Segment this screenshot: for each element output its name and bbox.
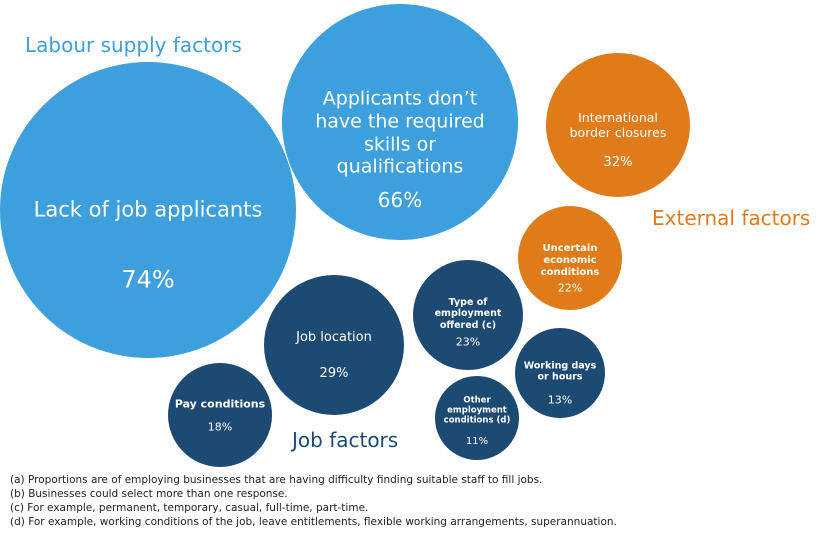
bubble: [435, 376, 519, 460]
bubble-label: Job location: [296, 330, 372, 346]
bubble-value: 74%: [121, 265, 175, 294]
bubble-label: Working days or hours: [523, 360, 597, 383]
group-title: Labour supply factors: [25, 33, 242, 57]
bubble: [168, 363, 272, 467]
bubble-label: Lack of job applicants: [33, 197, 263, 222]
bubble-label: International border closures: [569, 110, 667, 140]
bubble-value: 29%: [319, 366, 349, 382]
bubble-value: 11%: [465, 436, 489, 447]
bubble-label: Uncertain economic conditions: [540, 243, 600, 278]
bubble: [518, 206, 622, 310]
bubble-value: 18%: [207, 420, 233, 434]
bubble: [546, 53, 690, 197]
group-title: External factors: [652, 206, 811, 230]
bubble-value: 13%: [547, 393, 573, 407]
bubble-label: Type of employment offered (c): [434, 296, 502, 331]
footnote: (c) For example, permanent, temporary, c…: [10, 502, 369, 514]
bubble: [0, 62, 296, 358]
footnote: (b) Businesses could select more than on…: [10, 488, 288, 500]
bubble-value: 66%: [377, 188, 423, 212]
footnote: (a) Proportions are of employing busines…: [10, 474, 543, 486]
bubble-label: Applicants don’t have the required skill…: [315, 87, 485, 178]
group-title: Job factors: [292, 428, 399, 452]
bubble-label: Pay conditions: [174, 397, 266, 411]
footnote: (d) For example, working conditions of t…: [10, 516, 617, 528]
bubble: [413, 260, 523, 370]
bubble-label: Other employment conditions (d): [443, 395, 511, 427]
bubble: [515, 328, 605, 418]
bubble: [264, 275, 404, 415]
bubble-value: 23%: [455, 335, 481, 349]
bubble-value: 32%: [603, 155, 633, 171]
bubble-value: 22%: [557, 281, 583, 295]
bubble: [282, 4, 518, 240]
